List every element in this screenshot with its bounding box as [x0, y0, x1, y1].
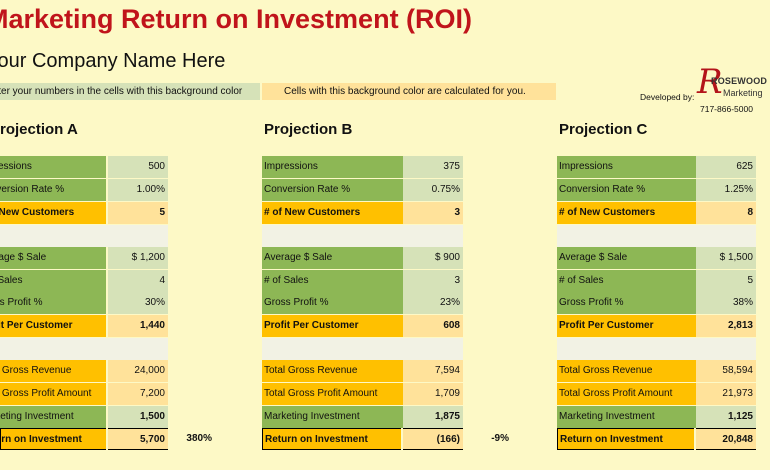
spacer-cell [557, 338, 756, 360]
marketing-investment-input[interactable]: 1,875 [403, 406, 463, 428]
impressions-label: Impressions [262, 156, 403, 178]
total-gross-revenue-value: 7,594 [403, 360, 463, 382]
marketing-investment-label: Marketing Investment [0, 406, 106, 428]
average-sale-label: Average $ Sale [557, 247, 696, 269]
new-customers-value: 5 [108, 202, 168, 224]
logo-subtitle: Marketing [723, 88, 763, 98]
new-customers-value: 8 [696, 202, 756, 224]
new-customers-value: 3 [403, 202, 463, 224]
projection-c-title: Projection C [559, 121, 648, 138]
total-gross-revenue-label: Total Gross Revenue [262, 360, 403, 382]
roi-value: (166) [403, 428, 463, 450]
num-sales-label: # of Sales [557, 270, 696, 292]
roi-value: 5,700 [108, 428, 168, 450]
gross-profit-pct-label: Gross Profit % [0, 292, 106, 314]
roi-percent: 380% [186, 433, 212, 444]
marketing-investment-label: Marketing Investment [557, 406, 696, 428]
marketing-investment-input[interactable]: 1,125 [696, 406, 756, 428]
spacer-cell [262, 338, 463, 360]
spacer-cell [262, 225, 463, 247]
new-customers-label: # of New Customers [0, 202, 106, 224]
gross-profit-pct-label: Gross Profit % [557, 292, 696, 314]
gross-profit-pct-input[interactable]: 23% [403, 292, 463, 314]
roi-label: Return on Investment [557, 428, 694, 450]
total-gross-profit-value: 21,973 [696, 383, 756, 405]
gross-profit-pct-input[interactable]: 38% [696, 292, 756, 314]
conversion-rate-input[interactable]: 1.00% [108, 179, 168, 201]
spacer-cell [0, 338, 168, 360]
conversion-rate-label: Conversion Rate % [0, 179, 106, 201]
conversion-rate-label: Conversion Rate % [557, 179, 696, 201]
average-sale-label: Average $ Sale [0, 247, 106, 269]
num-sales-input[interactable]: 4 [108, 270, 168, 292]
total-gross-profit-value: 7,200 [108, 383, 168, 405]
logo-r-glyph: R [697, 62, 723, 102]
projection-a-title: Projection A [0, 121, 78, 138]
profit-per-customer-label: Profit Per Customer [262, 315, 403, 337]
new-customers-label: # of New Customers [557, 202, 696, 224]
marketing-investment-input[interactable]: 1,500 [108, 406, 168, 428]
spacer-cell [0, 225, 168, 247]
conversion-rate-input[interactable]: 0.75% [403, 179, 463, 201]
projection-b-title: Projection B [264, 121, 353, 138]
impressions-label: Impressions [557, 156, 696, 178]
total-gross-profit-label: Total Gross Profit Amount [0, 383, 106, 405]
conversion-rate-label: Conversion Rate % [262, 179, 403, 201]
num-sales-input[interactable]: 3 [403, 270, 463, 292]
profit-per-customer-label: Profit Per Customer [0, 315, 106, 337]
roi-label: Return on Investment [262, 428, 401, 450]
impressions-label: Impressions [0, 156, 106, 178]
legend-calculated-cell: Cells with this background color are cal… [262, 83, 556, 100]
num-sales-input[interactable]: 5 [696, 270, 756, 292]
total-gross-profit-label: Total Gross Profit Amount [557, 383, 696, 405]
impressions-input[interactable]: 375 [403, 156, 463, 178]
impressions-input[interactable]: 500 [108, 156, 168, 178]
conversion-rate-input[interactable]: 1.25% [696, 179, 756, 201]
roi-value: 20,848 [696, 428, 756, 450]
legend-input-cell: Enter your numbers in the cells with thi… [0, 83, 260, 100]
rosewood-logo: R ROSEWOOD Marketing [697, 62, 770, 104]
profit-per-customer-label: Profit Per Customer [557, 315, 696, 337]
developed-by-label: Developed by: [640, 92, 695, 102]
profit-per-customer-value: 2,813 [696, 315, 756, 337]
page-title: Marketing Return on Investment (ROI) [0, 4, 473, 34]
profit-per-customer-value: 608 [403, 315, 463, 337]
average-sale-input[interactable]: $ 1,200 [108, 247, 168, 269]
average-sale-input[interactable]: $ 900 [403, 247, 463, 269]
num-sales-label: # of Sales [0, 270, 106, 292]
profit-per-customer-value: 1,440 [108, 315, 168, 337]
total-gross-revenue-value: 58,594 [696, 360, 756, 382]
developer-phone: 717-866-5000 [700, 104, 753, 114]
spacer-cell [557, 225, 756, 247]
roi-percent: -9% [491, 433, 509, 444]
gross-profit-pct-input[interactable]: 30% [108, 292, 168, 314]
company-name[interactable]: Your Company Name Here [0, 50, 226, 72]
average-sale-input[interactable]: $ 1,500 [696, 247, 756, 269]
total-gross-revenue-value: 24,000 [108, 360, 168, 382]
impressions-input[interactable]: 625 [696, 156, 756, 178]
gross-profit-pct-label: Gross Profit % [262, 292, 403, 314]
new-customers-label: # of New Customers [262, 202, 403, 224]
num-sales-label: # of Sales [262, 270, 403, 292]
roi-label: Return on Investment [0, 428, 106, 450]
total-gross-revenue-label: Total Gross Revenue [0, 360, 106, 382]
logo-name: ROSEWOOD [711, 76, 768, 86]
average-sale-label: Average $ Sale [262, 247, 403, 269]
marketing-investment-label: Marketing Investment [262, 406, 403, 428]
total-gross-profit-label: Total Gross Profit Amount [262, 383, 403, 405]
total-gross-profit-value: 1,709 [403, 383, 463, 405]
total-gross-revenue-label: Total Gross Revenue [557, 360, 696, 382]
